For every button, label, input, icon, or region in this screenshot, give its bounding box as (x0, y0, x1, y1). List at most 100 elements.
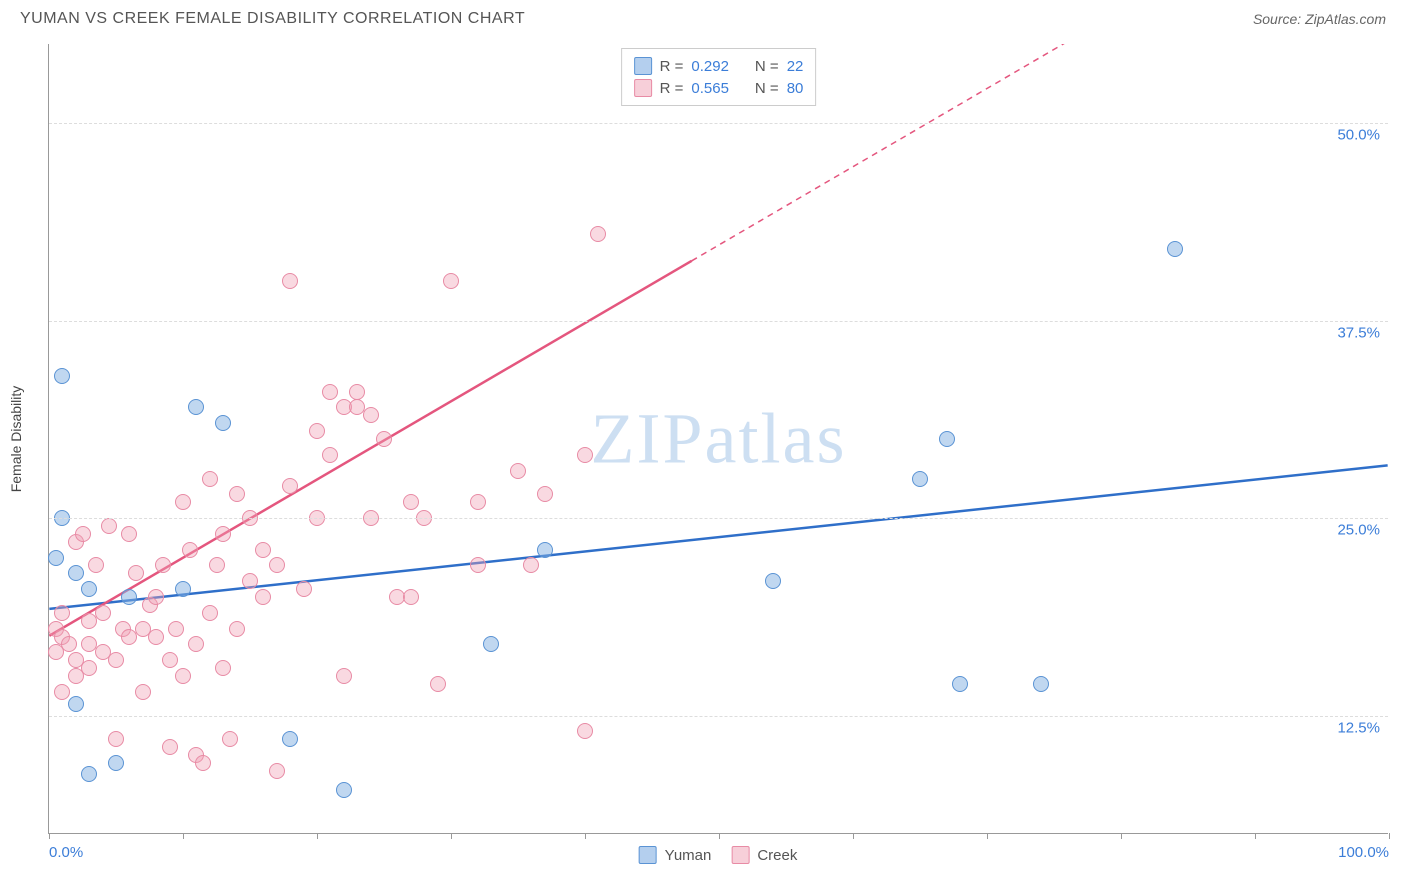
data-point (121, 589, 137, 605)
data-point (155, 557, 171, 573)
data-point (376, 431, 392, 447)
x-tick (49, 833, 50, 839)
data-point (54, 368, 70, 384)
chart-title: YUMAN VS CREEK FEMALE DISABILITY CORRELA… (20, 10, 525, 28)
data-point (349, 384, 365, 400)
data-point (188, 636, 204, 652)
data-point (108, 755, 124, 771)
data-point (101, 518, 117, 534)
y-tick-label: 25.0% (1337, 522, 1380, 539)
data-point (182, 542, 198, 558)
legend-swatch (634, 79, 652, 97)
data-point (88, 557, 104, 573)
x-tick-label: 0.0% (49, 844, 83, 861)
data-point (510, 463, 526, 479)
data-point (309, 423, 325, 439)
data-point (470, 557, 486, 573)
chart-container: Female Disability ZIPatlas 12.5%25.0%37.… (48, 44, 1388, 834)
data-point (296, 581, 312, 597)
data-point (430, 676, 446, 692)
x-tick (1255, 833, 1256, 839)
legend-label: Creek (757, 847, 797, 864)
data-point (95, 605, 111, 621)
data-point (68, 696, 84, 712)
data-point (282, 478, 298, 494)
data-point (483, 636, 499, 652)
watermark: ZIPatlas (591, 397, 847, 480)
data-point (81, 581, 97, 597)
data-point (202, 605, 218, 621)
data-point (336, 782, 352, 798)
data-point (148, 589, 164, 605)
data-point (523, 557, 539, 573)
data-point (765, 573, 781, 589)
data-point (148, 629, 164, 645)
data-point (68, 565, 84, 581)
data-point (537, 542, 553, 558)
data-point (282, 273, 298, 289)
r-label: R = (660, 80, 684, 97)
data-point (54, 605, 70, 621)
data-point (175, 581, 191, 597)
n-value: 80 (787, 80, 804, 97)
data-point (952, 676, 968, 692)
data-point (48, 550, 64, 566)
data-point (282, 731, 298, 747)
data-point (209, 557, 225, 573)
plot-area: ZIPatlas 12.5%25.0%37.5%50.0% 0.0%100.0%… (48, 44, 1388, 834)
data-point (229, 621, 245, 637)
data-point (577, 723, 593, 739)
data-point (912, 471, 928, 487)
data-point (1033, 676, 1049, 692)
x-tick (1389, 833, 1390, 839)
x-tick-label: 100.0% (1338, 844, 1389, 861)
legend-swatch (639, 846, 657, 864)
legend-label: Yuman (665, 847, 712, 864)
legend-stats: R = 0.292 N = 22 R = 0.565 N = 80 (621, 48, 817, 106)
r-label: R = (660, 58, 684, 75)
data-point (537, 486, 553, 502)
legend-stat-row: R = 0.565 N = 80 (634, 77, 804, 99)
data-point (162, 739, 178, 755)
y-axis-label: Female Disability (8, 386, 24, 493)
data-point (322, 447, 338, 463)
r-value: 0.565 (691, 80, 729, 97)
legend-item: Creek (731, 846, 797, 864)
x-tick (183, 833, 184, 839)
data-point (269, 763, 285, 779)
data-point (135, 684, 151, 700)
data-point (255, 589, 271, 605)
legend-stat-row: R = 0.292 N = 22 (634, 55, 804, 77)
x-tick (451, 833, 452, 839)
r-value: 0.292 (691, 58, 729, 75)
y-tick-label: 37.5% (1337, 324, 1380, 341)
data-point (128, 565, 144, 581)
legend-swatch (731, 846, 749, 864)
n-label: N = (755, 80, 779, 97)
x-tick (987, 833, 988, 839)
legend-item: Yuman (639, 846, 712, 864)
data-point (108, 652, 124, 668)
data-point (215, 415, 231, 431)
data-point (175, 494, 191, 510)
chart-source: Source: ZipAtlas.com (1253, 11, 1386, 27)
data-point (121, 526, 137, 542)
data-point (81, 660, 97, 676)
chart-header: YUMAN VS CREEK FEMALE DISABILITY CORRELA… (0, 0, 1406, 36)
data-point (168, 621, 184, 637)
x-tick (719, 833, 720, 839)
gridline (49, 518, 1388, 519)
data-point (242, 573, 258, 589)
data-point (363, 407, 379, 423)
legend-swatch (634, 57, 652, 75)
data-point (403, 494, 419, 510)
data-point (255, 542, 271, 558)
data-point (577, 447, 593, 463)
data-point (222, 731, 238, 747)
gridline (49, 321, 1388, 322)
gridline (49, 716, 1388, 717)
data-point (1167, 241, 1183, 257)
x-tick (853, 833, 854, 839)
data-point (470, 494, 486, 510)
data-point (322, 384, 338, 400)
